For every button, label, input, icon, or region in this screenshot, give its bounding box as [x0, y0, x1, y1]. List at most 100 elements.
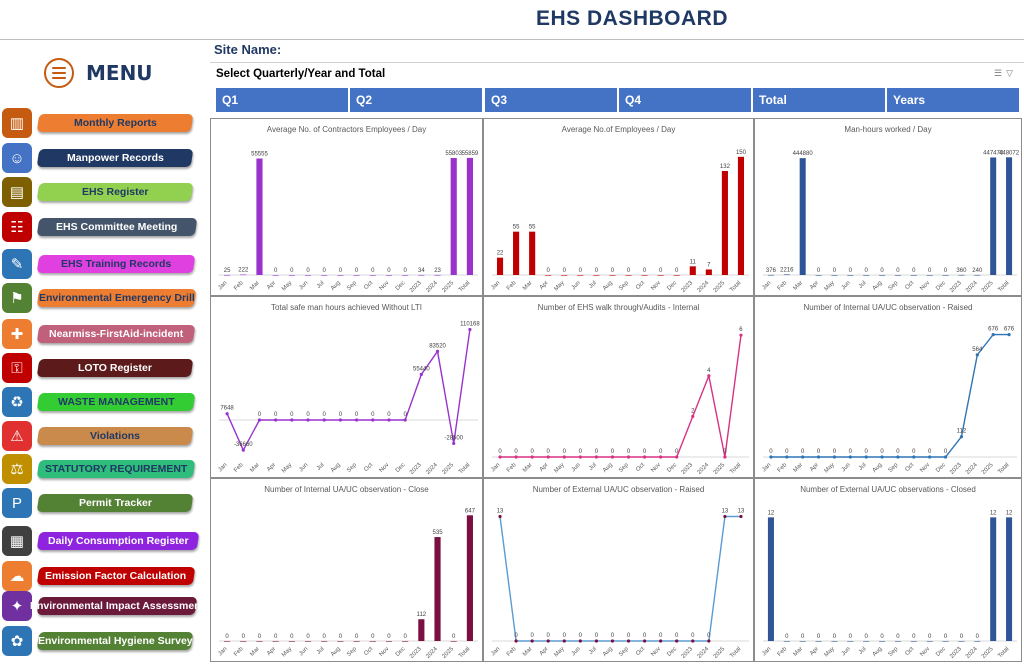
sidebar-item-monthly-reports[interactable]: ▥ Monthly Reports — [2, 108, 194, 138]
data-label: 0 — [880, 268, 884, 274]
sidebar-button[interactable]: STATUTORY REQUIREMENT — [36, 460, 196, 478]
x-tick-label: Apr — [266, 462, 277, 473]
x-tick-label: Total — [997, 280, 1010, 293]
data-label: 0 — [643, 268, 647, 274]
chart-plot: Jan Feb Mar Apr May Jun Jul Aug Sep Oct Nov Dec 2023… — [761, 327, 1017, 476]
x-tick-label: May — [553, 646, 565, 658]
x-tick-label: Nov — [379, 646, 391, 658]
sidebar-button[interactable]: Emission Factor Calculation — [36, 567, 196, 585]
sidebar-item-manpower-records[interactable]: ☺ Manpower Records — [2, 143, 194, 173]
sidebar-item-emission-factor-calculation[interactable]: ☁ Emission Factor Calculation — [2, 561, 196, 591]
data-label: 0 — [865, 268, 869, 274]
sidebar-button[interactable]: Manpower Records — [36, 149, 194, 167]
sidebar-button[interactable]: EHS Training Records — [36, 255, 196, 273]
bar — [863, 641, 870, 642]
bar — [450, 157, 457, 275]
sidebar-item-violations[interactable]: ⚠ Violations — [2, 421, 194, 451]
slicer-button-total[interactable]: Total — [753, 88, 885, 112]
sidebar-button[interactable]: Environmental Impact Assessment — [30, 597, 204, 615]
sidebar-item-environmental-hygiene-survey[interactable]: ✿ Environmental Hygiene Survey — [2, 626, 194, 656]
data-label: 0 — [595, 449, 599, 455]
clear-filter-icon[interactable]: ▽ — [1006, 68, 1017, 78]
data-label: 0 — [643, 449, 647, 455]
sidebar-button[interactable]: Environmental Emergency Drill — [36, 289, 197, 307]
data-label: 0 — [355, 634, 359, 640]
waste-icon: ♻ — [2, 387, 32, 417]
multi-select-icon[interactable]: ☰ — [994, 68, 1007, 78]
data-label: 0 — [547, 449, 551, 455]
data-label: 0 — [833, 268, 837, 274]
sidebar-button[interactable]: EHS Register — [36, 183, 194, 201]
sidebar-item-ehs-training-records[interactable]: ✎ EHS Training Records — [2, 249, 196, 279]
data-label: 0 — [306, 412, 310, 418]
bar — [879, 275, 886, 276]
sidebar-button[interactable]: Environmental Hygiene Survey — [36, 632, 194, 650]
data-label: 0 — [912, 268, 916, 274]
point — [785, 455, 789, 459]
chart-plot: Jan12Feb0Mar0Apr0May0Jun0Jul0Aug0Sep0Oct… — [761, 510, 1017, 660]
sidebar-item-nearmiss-firstaid-incident[interactable]: ✚ Nearmiss-FirstAid-incident — [2, 319, 196, 349]
slicer-button-years[interactable]: Years — [887, 88, 1019, 112]
bar — [434, 274, 441, 276]
sidebar-item-loto-register[interactable]: ⚿ LOTO Register — [2, 353, 194, 383]
data-label: 0 — [896, 449, 900, 455]
data-label: 0 — [928, 449, 932, 455]
x-tick-label: Jun — [571, 280, 582, 291]
point — [241, 448, 245, 452]
slicer-button-q3[interactable]: Q3 — [485, 88, 617, 112]
sidebar-item-ehs-register[interactable]: ▤ EHS Register — [2, 177, 194, 207]
x-tick-label: 2023 — [949, 462, 963, 476]
data-label: 0 — [627, 449, 631, 455]
data-label: 0 — [498, 449, 502, 455]
site-divider — [210, 62, 1024, 63]
bar — [958, 274, 965, 276]
chart-plot: Jan376Feb2216Mar444880Apr0May0Jun0Jul0Au… — [761, 150, 1019, 294]
sidebar-button[interactable]: Daily Consumption Register — [36, 532, 200, 550]
data-label: 6 — [739, 327, 743, 333]
sidebar-button[interactable]: LOTO Register — [36, 359, 194, 377]
bar — [767, 517, 774, 641]
x-tick-label: 2024 — [425, 462, 439, 476]
sidebar-item-environmental-impact-assessment[interactable]: ✦ Environmental Impact Assessment — [2, 591, 204, 621]
sidebar-item-permit-tracker[interactable]: P Permit Tracker — [2, 488, 194, 518]
x-tick-label: Nov — [650, 646, 662, 658]
x-tick-label: Dec — [395, 280, 407, 292]
sidebar-item-environmental-emergency-drill[interactable]: ⚑ Environmental Emergency Drill — [2, 283, 197, 313]
bar — [894, 641, 901, 642]
data-label: 0 — [865, 449, 869, 455]
sidebar-button[interactable]: WASTE MANAGEMENT — [36, 393, 196, 411]
bar — [609, 275, 616, 276]
x-tick-label: Jul — [858, 646, 868, 656]
x-tick-label: Mar — [522, 646, 534, 658]
data-label: 444880 — [793, 151, 814, 157]
sidebar-item-daily-consumption-register[interactable]: ▦ Daily Consumption Register — [2, 526, 200, 556]
data-label: 7648 — [220, 406, 234, 412]
sidebar-item-statutory-requirement[interactable]: ⚖ STATUTORY REQUIREMENT — [2, 454, 196, 484]
x-tick-label: Apr — [539, 646, 550, 657]
x-tick-label: 2025 — [981, 646, 995, 660]
chart-panel: Number of External UA/UC observations - … — [754, 478, 1022, 662]
menu-icon[interactable] — [44, 58, 74, 88]
bar — [272, 641, 279, 642]
data-label: -36660 — [234, 442, 253, 448]
point — [257, 418, 262, 422]
sidebar-button[interactable]: Violations — [36, 427, 194, 445]
permit-icon: P — [2, 488, 32, 518]
x-tick-label: Mar — [793, 646, 805, 658]
sidebar-item-label: LOTO Register — [78, 362, 152, 374]
sidebar-button[interactable]: EHS Committee Meeting — [36, 218, 198, 236]
x-tick-label: Sep — [346, 646, 358, 658]
sidebar-button[interactable]: Monthly Reports — [36, 114, 194, 132]
sidebar-button[interactable]: Permit Tracker — [36, 494, 194, 512]
slicer-button-q2[interactable]: Q2 — [350, 88, 482, 112]
bar — [894, 275, 901, 276]
x-tick-label: Dec — [935, 646, 947, 658]
x-tick-label: Jan — [217, 462, 228, 473]
x-tick-label: Nov — [919, 280, 931, 292]
slicer-button-q1[interactable]: Q1 — [216, 88, 348, 112]
sidebar-button[interactable]: Nearmiss-FirstAid-incident — [36, 325, 196, 343]
sidebar-item-waste-management[interactable]: ♻ WASTE MANAGEMENT — [2, 387, 196, 417]
slicer-button-q4[interactable]: Q4 — [619, 88, 751, 112]
point — [578, 455, 582, 459]
sidebar-item-ehs-committee-meeting[interactable]: ☷ EHS Committee Meeting — [2, 212, 198, 242]
